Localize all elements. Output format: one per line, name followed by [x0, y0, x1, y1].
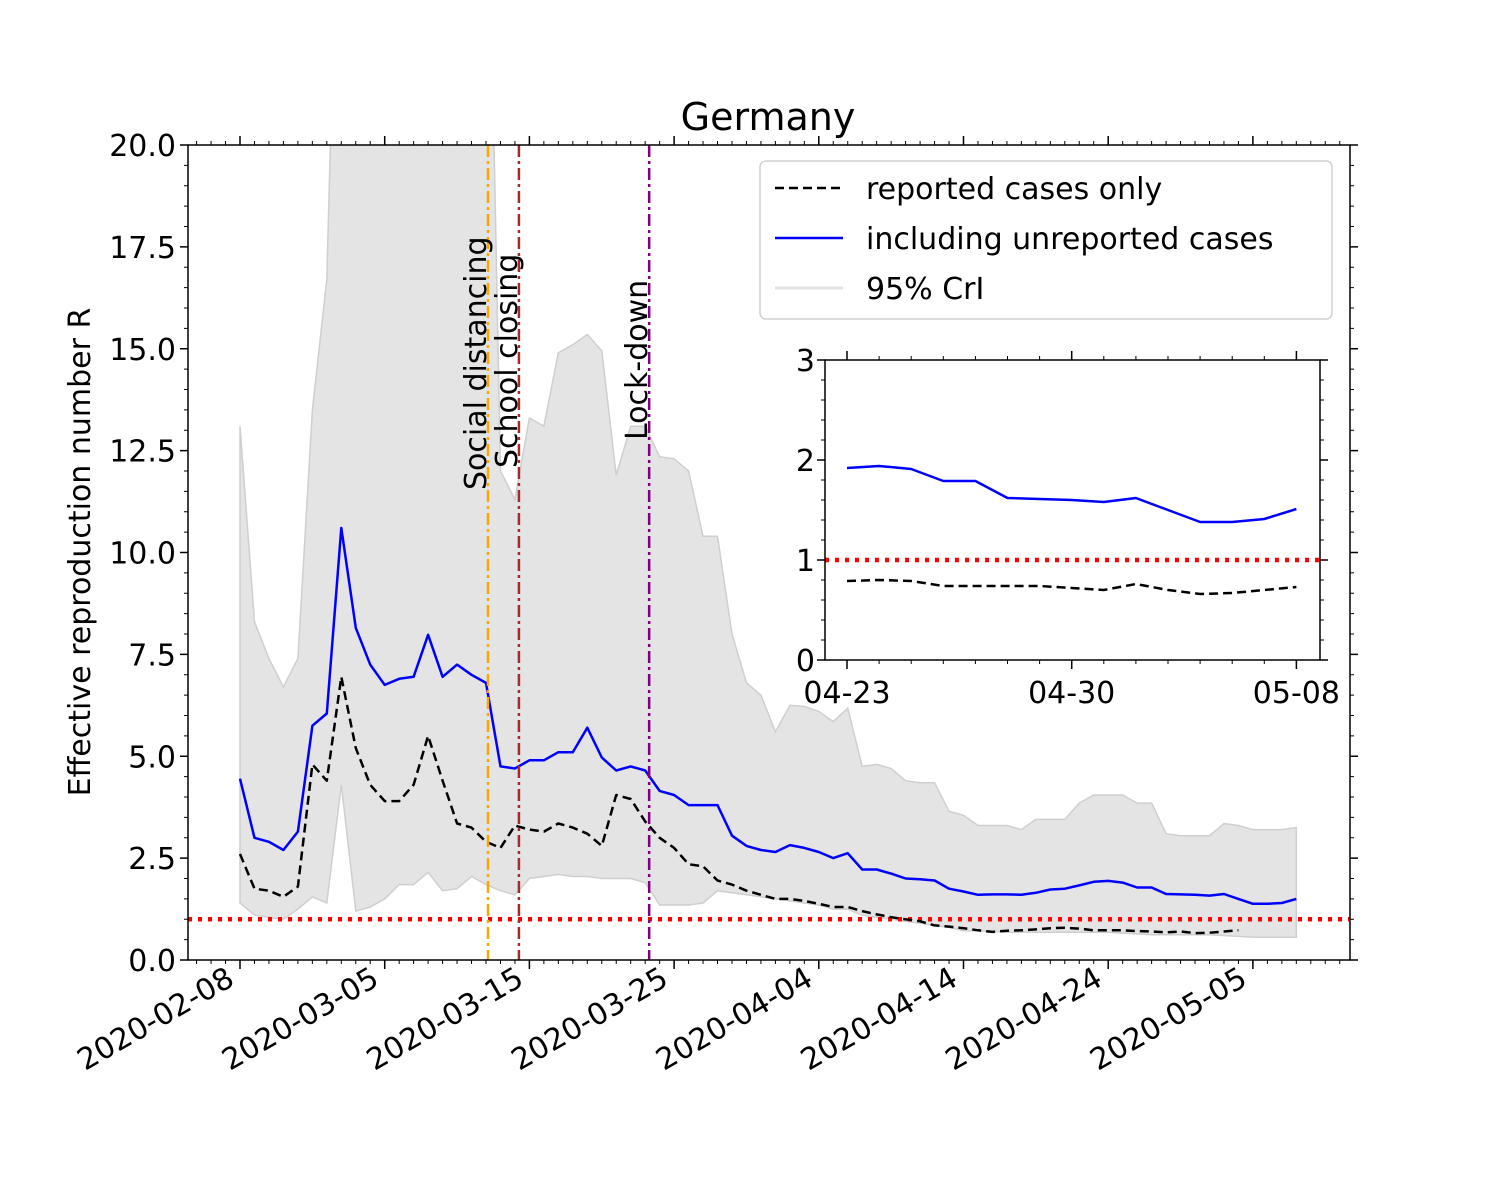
x-tick-label: 2020-03-25 [506, 961, 674, 1078]
y-tick-label: 20.0 [109, 129, 176, 164]
legend-label-cri: 95% CrI [866, 272, 984, 307]
y-tick-label: 7.5 [128, 638, 176, 673]
x-tick-label: 2020-04-14 [795, 961, 963, 1078]
series-line-unreported [238, 526, 1297, 906]
intervention-label: School closing [490, 254, 525, 468]
series-line-reported [238, 675, 1239, 935]
x-tick-label: 2020-05-05 [1084, 961, 1252, 1078]
intervention-label: Social distancing [459, 236, 494, 490]
legend-label-reported: reported cases only [866, 172, 1162, 207]
intervention-label: Lock-down [620, 280, 655, 440]
inset-background [825, 360, 1320, 660]
inset-x-tick-label: 05-08 [1253, 676, 1340, 711]
inset-y-tick-label: 2 [796, 444, 815, 479]
y-tick-label: 0.0 [128, 944, 176, 979]
y-tick-label: 12.5 [109, 435, 176, 470]
legend-box [759, 160, 1333, 320]
x-tick-label: 2020-03-05 [216, 961, 384, 1078]
inset-y-tick-label: 1 [796, 544, 815, 579]
inset-x-tick-label: 04-23 [803, 676, 890, 711]
legend: reported cases only including unreported… [759, 160, 1333, 320]
y-tick-label: 17.5 [109, 231, 176, 266]
inset-y-tick-label: 3 [796, 344, 815, 379]
y-tick-label: 2.5 [128, 842, 176, 877]
chart-title: Germany [681, 95, 856, 139]
y-tick-label: 5.0 [128, 740, 176, 775]
inset-x-tick-label: 04-30 [1028, 676, 1115, 711]
y-axis-label: Effective reproduction number R [63, 308, 98, 797]
cri-band [239, 145, 1298, 938]
inset-y-tick-label: 0 [796, 644, 815, 679]
x-tick-label: 2020-04-24 [940, 961, 1108, 1078]
inset-line-unreported [846, 464, 1297, 524]
legend-label-unreported: including unreported cases [866, 222, 1273, 257]
x-tick-label: 2020-04-04 [650, 961, 818, 1078]
x-tick-label: 2020-03-15 [361, 961, 529, 1078]
y-tick-label: 15.0 [109, 333, 176, 368]
inset-frame [824, 359, 1321, 661]
inset-plot: 0 1 2 3 04-23 04-30 05-08 [796, 344, 1340, 711]
inset-line-reported [846, 578, 1297, 596]
y-tick-label: 10.0 [109, 537, 176, 572]
